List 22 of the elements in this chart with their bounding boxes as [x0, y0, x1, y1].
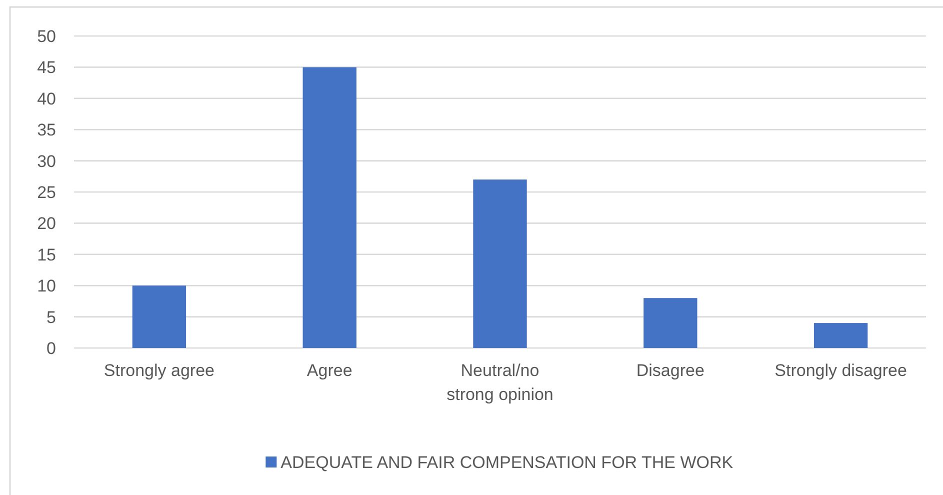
- y-tick-label: 30: [37, 152, 56, 171]
- bar: [132, 286, 186, 348]
- x-tick-label: Strongly agree: [104, 361, 214, 380]
- x-tick-label: Disagree: [636, 361, 704, 380]
- x-tick-label: Strongly disagree: [774, 361, 907, 380]
- y-tick-label: 50: [37, 26, 56, 46]
- y-tick-label: 45: [37, 58, 56, 78]
- y-tick-label: 40: [37, 89, 56, 108]
- y-tick-label: 5: [46, 308, 56, 327]
- x-tick-label: Neutral/no strong opinion: [446, 361, 554, 404]
- y-tick-label: 15: [37, 245, 56, 264]
- bar: [302, 67, 356, 348]
- y-tick-label: 35: [37, 120, 56, 140]
- legend-label: ADEQUATE AND FAIR COMPENSATION FOR THE WORK: [280, 452, 734, 472]
- x-tick-label: Agree: [306, 361, 352, 380]
- y-tick-label: 0: [46, 338, 56, 358]
- y-tick-label: 25: [37, 182, 56, 202]
- y-tick-label: 20: [37, 214, 56, 234]
- bar: [473, 180, 527, 348]
- y-tick-label: 10: [37, 276, 56, 296]
- bar: [814, 323, 868, 348]
- bar: [644, 298, 698, 348]
